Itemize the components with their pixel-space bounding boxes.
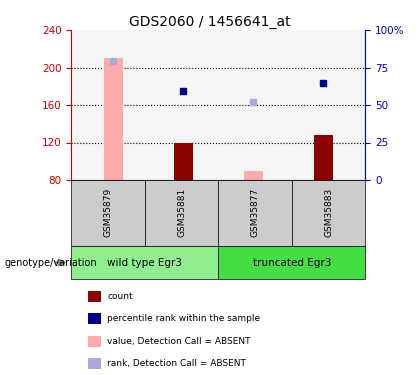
Text: genotype/variation: genotype/variation: [4, 258, 97, 267]
Text: GDS2060 / 1456641_at: GDS2060 / 1456641_at: [129, 15, 291, 29]
Bar: [244, 171, 263, 180]
Text: rank, Detection Call = ABSENT: rank, Detection Call = ABSENT: [107, 359, 246, 368]
Text: truncated Egr3: truncated Egr3: [253, 258, 331, 267]
Text: GSM35879: GSM35879: [104, 188, 113, 237]
Bar: [173, 142, 193, 180]
Text: GSM35883: GSM35883: [324, 188, 333, 237]
Text: percentile rank within the sample: percentile rank within the sample: [107, 314, 260, 323]
Text: count: count: [107, 292, 133, 301]
Text: GSM35877: GSM35877: [251, 188, 260, 237]
Text: GSM35881: GSM35881: [177, 188, 186, 237]
Bar: [314, 135, 333, 180]
Bar: [104, 58, 123, 180]
Text: wild type Egr3: wild type Egr3: [108, 258, 182, 267]
Text: value, Detection Call = ABSENT: value, Detection Call = ABSENT: [107, 337, 251, 346]
